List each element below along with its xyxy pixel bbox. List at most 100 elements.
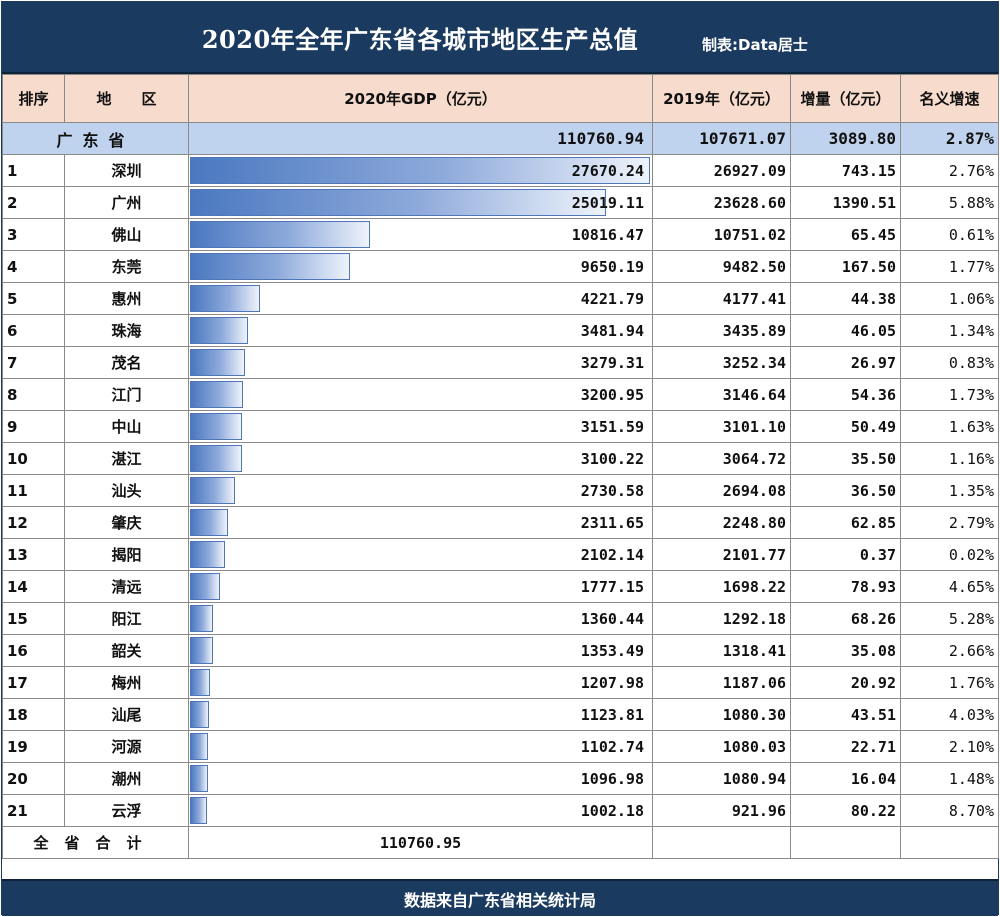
gdp2020-cell[interactable]: 9650.19 [188,250,653,283]
growth-cell[interactable]: 1.35% [900,474,999,507]
total-gdp2020[interactable]: 110760.95 [188,826,653,859]
province-gdp2020[interactable]: 110760.94 [188,122,653,155]
gdp2019-cell[interactable]: 1187.06 [652,666,791,699]
rank-cell[interactable]: 8 [2,378,65,411]
rank-cell[interactable]: 13 [2,538,65,571]
growth-cell[interactable]: 8.70% [900,794,999,827]
city-cell[interactable]: 云浮 [64,794,189,827]
gdp2019-cell[interactable]: 1292.18 [652,602,791,635]
rank-cell[interactable]: 19 [2,730,65,763]
gdp2020-cell[interactable]: 1360.44 [188,602,653,635]
growth-cell[interactable]: 2.10% [900,730,999,763]
gdp2020-cell[interactable]: 2102.14 [188,538,653,571]
city-cell[interactable]: 中山 [64,410,189,443]
rank-cell[interactable]: 17 [2,666,65,699]
increase-cell[interactable]: 16.04 [790,762,901,795]
gdp2019-cell[interactable]: 2101.77 [652,538,791,571]
growth-cell[interactable]: 1.48% [900,762,999,795]
increase-cell[interactable]: 68.26 [790,602,901,635]
growth-cell[interactable]: 5.28% [900,602,999,635]
gdp2019-cell[interactable]: 1698.22 [652,570,791,603]
city-cell[interactable]: 江门 [64,378,189,411]
growth-cell[interactable]: 1.16% [900,442,999,475]
increase-cell[interactable]: 80.22 [790,794,901,827]
header-increase[interactable]: 增量（亿元） [790,74,901,123]
gdp2020-cell[interactable]: 10816.47 [188,218,653,251]
rank-cell[interactable]: 10 [2,442,65,475]
increase-cell[interactable]: 36.50 [790,474,901,507]
city-cell[interactable]: 清远 [64,570,189,603]
increase-cell[interactable]: 62.85 [790,506,901,539]
gdp2019-cell[interactable]: 3101.10 [652,410,791,443]
city-cell[interactable]: 梅州 [64,666,189,699]
gdp2020-cell[interactable]: 3200.95 [188,378,653,411]
growth-cell[interactable]: 1.73% [900,378,999,411]
growth-cell[interactable]: 4.03% [900,698,999,731]
gdp2019-cell[interactable]: 10751.02 [652,218,791,251]
header-gdp2019[interactable]: 2019年（亿元） [652,74,791,123]
increase-cell[interactable]: 20.92 [790,666,901,699]
gdp2020-cell[interactable]: 1123.81 [188,698,653,731]
gdp2020-cell[interactable]: 4221.79 [188,282,653,315]
growth-cell[interactable]: 1.34% [900,314,999,347]
growth-cell[interactable]: 2.76% [900,154,999,187]
gdp2020-cell[interactable]: 1207.98 [188,666,653,699]
city-cell[interactable]: 茂名 [64,346,189,379]
gdp2020-cell[interactable]: 2311.65 [188,506,653,539]
gdp2019-cell[interactable]: 4177.41 [652,282,791,315]
gdp2020-cell[interactable]: 25019.11 [188,186,653,219]
gdp2019-cell[interactable]: 1080.03 [652,730,791,763]
rank-cell[interactable]: 11 [2,474,65,507]
gdp2020-cell[interactable]: 1353.49 [188,634,653,667]
gdp2020-cell[interactable]: 1002.18 [188,794,653,827]
gdp2020-cell[interactable]: 27670.24 [188,154,653,187]
gdp2020-cell[interactable]: 1096.98 [188,762,653,795]
increase-cell[interactable]: 43.51 [790,698,901,731]
growth-cell[interactable]: 1.63% [900,410,999,443]
increase-cell[interactable]: 22.71 [790,730,901,763]
gdp2019-cell[interactable]: 3435.89 [652,314,791,347]
gdp2019-cell[interactable]: 26927.09 [652,154,791,187]
city-cell[interactable]: 阳江 [64,602,189,635]
increase-cell[interactable]: 0.37 [790,538,901,571]
increase-cell[interactable]: 35.08 [790,634,901,667]
increase-cell[interactable]: 44.38 [790,282,901,315]
growth-cell[interactable]: 2.79% [900,506,999,539]
city-cell[interactable]: 潮州 [64,762,189,795]
gdp2020-cell[interactable]: 1777.15 [188,570,653,603]
gdp2019-cell[interactable]: 3252.34 [652,346,791,379]
city-cell[interactable]: 珠海 [64,314,189,347]
province-name[interactable]: 广东省 [2,122,189,155]
growth-cell[interactable]: 0.02% [900,538,999,571]
gdp2020-cell[interactable]: 2730.58 [188,474,653,507]
header-growth[interactable]: 名义增速 [900,74,999,123]
increase-cell[interactable]: 167.50 [790,250,901,283]
growth-cell[interactable]: 0.61% [900,218,999,251]
increase-cell[interactable]: 26.97 [790,346,901,379]
city-cell[interactable]: 揭阳 [64,538,189,571]
increase-cell[interactable]: 46.05 [790,314,901,347]
gdp2019-cell[interactable]: 3146.64 [652,378,791,411]
growth-cell[interactable]: 1.77% [900,250,999,283]
rank-cell[interactable]: 18 [2,698,65,731]
growth-cell[interactable]: 2.66% [900,634,999,667]
rank-cell[interactable]: 21 [2,794,65,827]
rank-cell[interactable]: 14 [2,570,65,603]
header-gdp2020[interactable]: 2020年GDP（亿元） [188,74,653,123]
gdp2020-cell[interactable]: 3279.31 [188,346,653,379]
increase-cell[interactable]: 54.36 [790,378,901,411]
growth-cell[interactable]: 4.65% [900,570,999,603]
rank-cell[interactable]: 16 [2,634,65,667]
increase-cell[interactable]: 50.49 [790,410,901,443]
gdp2019-cell[interactable]: 9482.50 [652,250,791,283]
province-increase[interactable]: 3089.80 [790,122,901,155]
city-cell[interactable]: 汕头 [64,474,189,507]
increase-cell[interactable]: 743.15 [790,154,901,187]
growth-cell[interactable]: 5.88% [900,186,999,219]
increase-cell[interactable]: 1390.51 [790,186,901,219]
header-region[interactable]: 地 区 [64,74,189,123]
gdp2019-cell[interactable]: 3064.72 [652,442,791,475]
growth-cell[interactable]: 1.76% [900,666,999,699]
city-cell[interactable]: 肇庆 [64,506,189,539]
gdp2019-cell[interactable]: 1318.41 [652,634,791,667]
